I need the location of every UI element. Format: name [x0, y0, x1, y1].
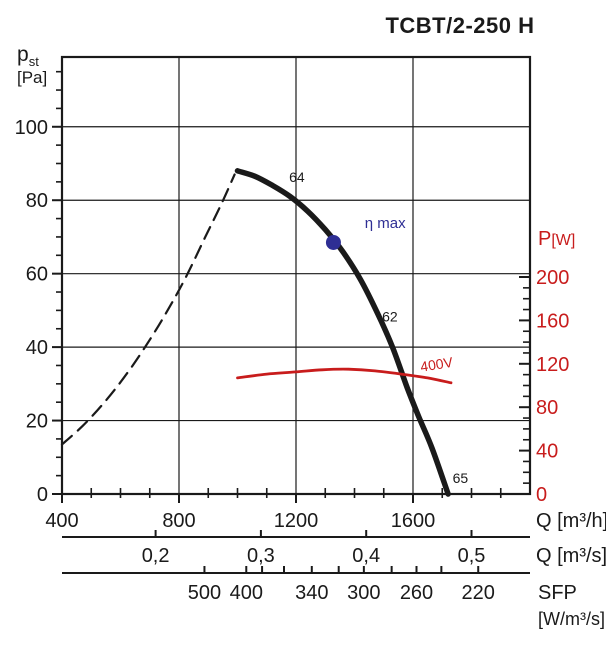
power-tick-label: 120 [536, 354, 569, 376]
power-tick-label: 80 [536, 397, 558, 419]
curve-label-62: 62 [382, 308, 398, 324]
flow-m3h-axis-label: Q [m³/h] [536, 510, 606, 532]
sfp-axis-label: SFP [538, 582, 577, 604]
pst-unit: [Pa] [17, 67, 48, 87]
flow-m3h-tick-label: 800 [162, 510, 195, 532]
sfp-tick-label: 400 [230, 582, 263, 604]
pst-symbol: p [17, 43, 29, 66]
right-axis-label: P[W] [538, 228, 575, 250]
left-axis-tick-label: 100 [15, 117, 48, 139]
flow-m3h-tick-label: 400 [45, 510, 78, 532]
flow-m3s-tick-label: 0,4 [352, 545, 380, 567]
power-tick-label: 40 [536, 441, 558, 463]
power-tick-label: 0 [536, 484, 547, 506]
left-axis-title: pst [Pa] [17, 43, 48, 88]
sfp-tick-label: 260 [400, 582, 433, 604]
power-tick-label: 160 [536, 310, 569, 332]
flow-m3s-tick-label: 0,2 [142, 545, 170, 567]
flow-m3h-tick-label: 1600 [391, 510, 436, 532]
curve-label-400v: 400V [419, 354, 454, 375]
fan-curve [234, 168, 451, 497]
pst-subscript: st [28, 54, 39, 70]
curve-label-64: 64 [289, 169, 305, 185]
curve-label-65: 65 [453, 470, 469, 486]
eta-max-label: η max [365, 215, 406, 232]
sfp-tick-label: 500 [188, 582, 221, 604]
sfp-tick-label: 300 [347, 582, 380, 604]
power-curve-400V [236, 367, 453, 385]
flow-m3s-axis-label: Q [m³/s] [536, 545, 606, 567]
eta-max-point [325, 234, 341, 250]
sfp-tick-label: 220 [462, 582, 495, 604]
left-axis-tick-label: 0 [37, 484, 48, 506]
flow-m3h-tick-label: 1200 [274, 510, 319, 532]
left-axis-tick-label: 20 [26, 411, 48, 433]
chart-title: TCBT/2-250 H [385, 13, 535, 38]
flow-m3s-tick-label: 0,3 [247, 545, 275, 567]
sfp-axis-unit: [W/m³/s] [538, 609, 605, 629]
left-axis-tick-label: 60 [26, 264, 48, 286]
sfp-tick-label: 340 [295, 582, 328, 604]
fan-curve-extension [60, 173, 236, 446]
power-tick-label: 200 [536, 267, 569, 289]
left-axis-tick-label: 40 [26, 337, 48, 359]
flow-m3s-tick-label: 0,5 [458, 545, 486, 567]
left-axis-tick-label: 80 [26, 190, 48, 212]
